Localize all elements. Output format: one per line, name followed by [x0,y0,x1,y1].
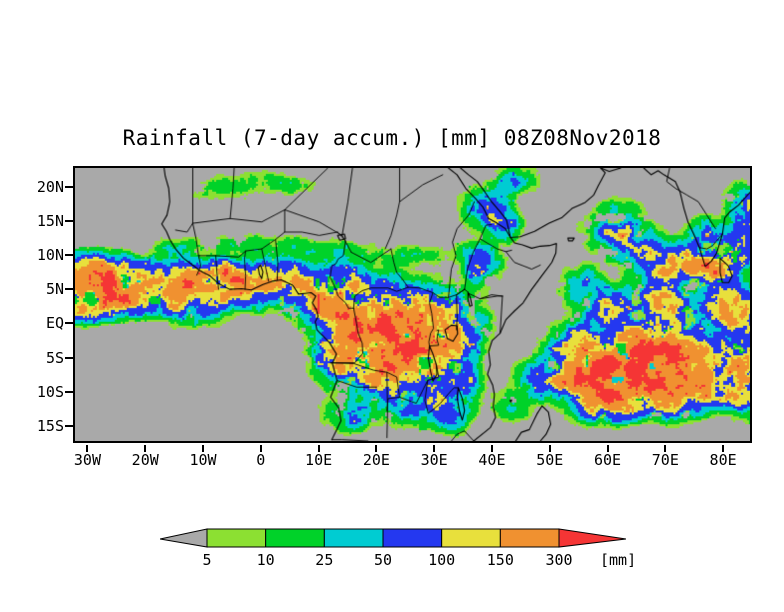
x-tick-mark [490,445,493,452]
x-tick-mark [606,445,609,452]
y-tick-mark [65,424,73,427]
x-tick-mark [259,445,262,452]
x-tick-label: 20W [131,451,159,469]
x-tick-label: 10W [189,451,217,469]
colorbar-tick-label: 50 [373,551,393,569]
y-tick-label: 15N [36,211,64,230]
x-tick-mark [144,445,147,452]
y-tick-mark [65,219,73,222]
colorbar-tick-label: 10 [256,551,275,569]
y-tick-mark [65,288,73,291]
x-tick-label: 60E [593,451,622,469]
figure-title: Rainfall (7-day accum.) [mm] 08Z08Nov201… [122,126,662,150]
colorbar-segment [499,528,560,548]
colorbar-tick-label: 150 [486,551,514,569]
x-tick-label: 30W [73,451,101,469]
y-tick-label: EQ [45,314,64,333]
colorbar-segment [441,528,501,548]
colorbar-tick-labels: 5 10 25 50 100 150 300 [0,551,784,575]
colorbar-tick-label: 25 [315,551,334,569]
x-axis: 30W 20W 10W 0 10E 20E 30E 40E 50E 60E 70E 80E [0,445,784,475]
x-tick-label: 0 [256,451,266,469]
x-tick-label: 10E [305,451,333,469]
y-tick-mark [65,390,73,393]
colorbar [160,526,626,550]
x-tick-label: 70E [651,451,679,469]
colorbar-tick-label: 100 [428,551,456,569]
map-plot-area [73,166,752,443]
y-axis: 20N 15N 10N 5N EQ 5S 10S 15S [0,166,64,443]
x-tick-mark [86,445,89,452]
x-tick-label: 40E [478,451,506,469]
y-tick-mark [65,253,73,256]
x-tick-mark [202,445,205,452]
x-tick-mark [548,445,551,452]
colorbar-extend-high [558,528,626,548]
y-tick-label: 10N [36,245,64,264]
y-tick-label: 10S [36,382,64,401]
colorbar-segment [265,528,325,548]
colorbar-segment [323,528,384,548]
y-tick-label: 15S [36,416,64,435]
x-tick-label: 80E [709,451,737,469]
colorbar-segment [382,528,443,548]
colorbar-tick-label: 5 [202,551,212,569]
y-tick-mark [65,356,73,359]
x-tick-mark [722,445,725,452]
x-tick-mark [664,445,667,452]
colorbar-unit-label: [mm] [600,551,637,569]
y-tick-label: 5S [45,348,64,367]
rainfall-raster [75,168,750,441]
y-tick-label: 5N [45,280,64,299]
colorbar-tick-label: 300 [545,551,573,569]
y-tick-mark [65,185,73,188]
x-tick-mark [317,445,320,452]
y-tick-mark [65,322,73,325]
x-tick-mark [375,445,378,452]
x-tick-label: 50E [536,451,564,469]
colorbar-segment [206,528,267,548]
colorbar-extend-low [160,528,208,548]
x-tick-label: 30E [420,451,448,469]
x-tick-label: 20E [362,451,390,469]
y-tick-label: 20N [36,177,64,196]
x-tick-mark [433,445,436,452]
